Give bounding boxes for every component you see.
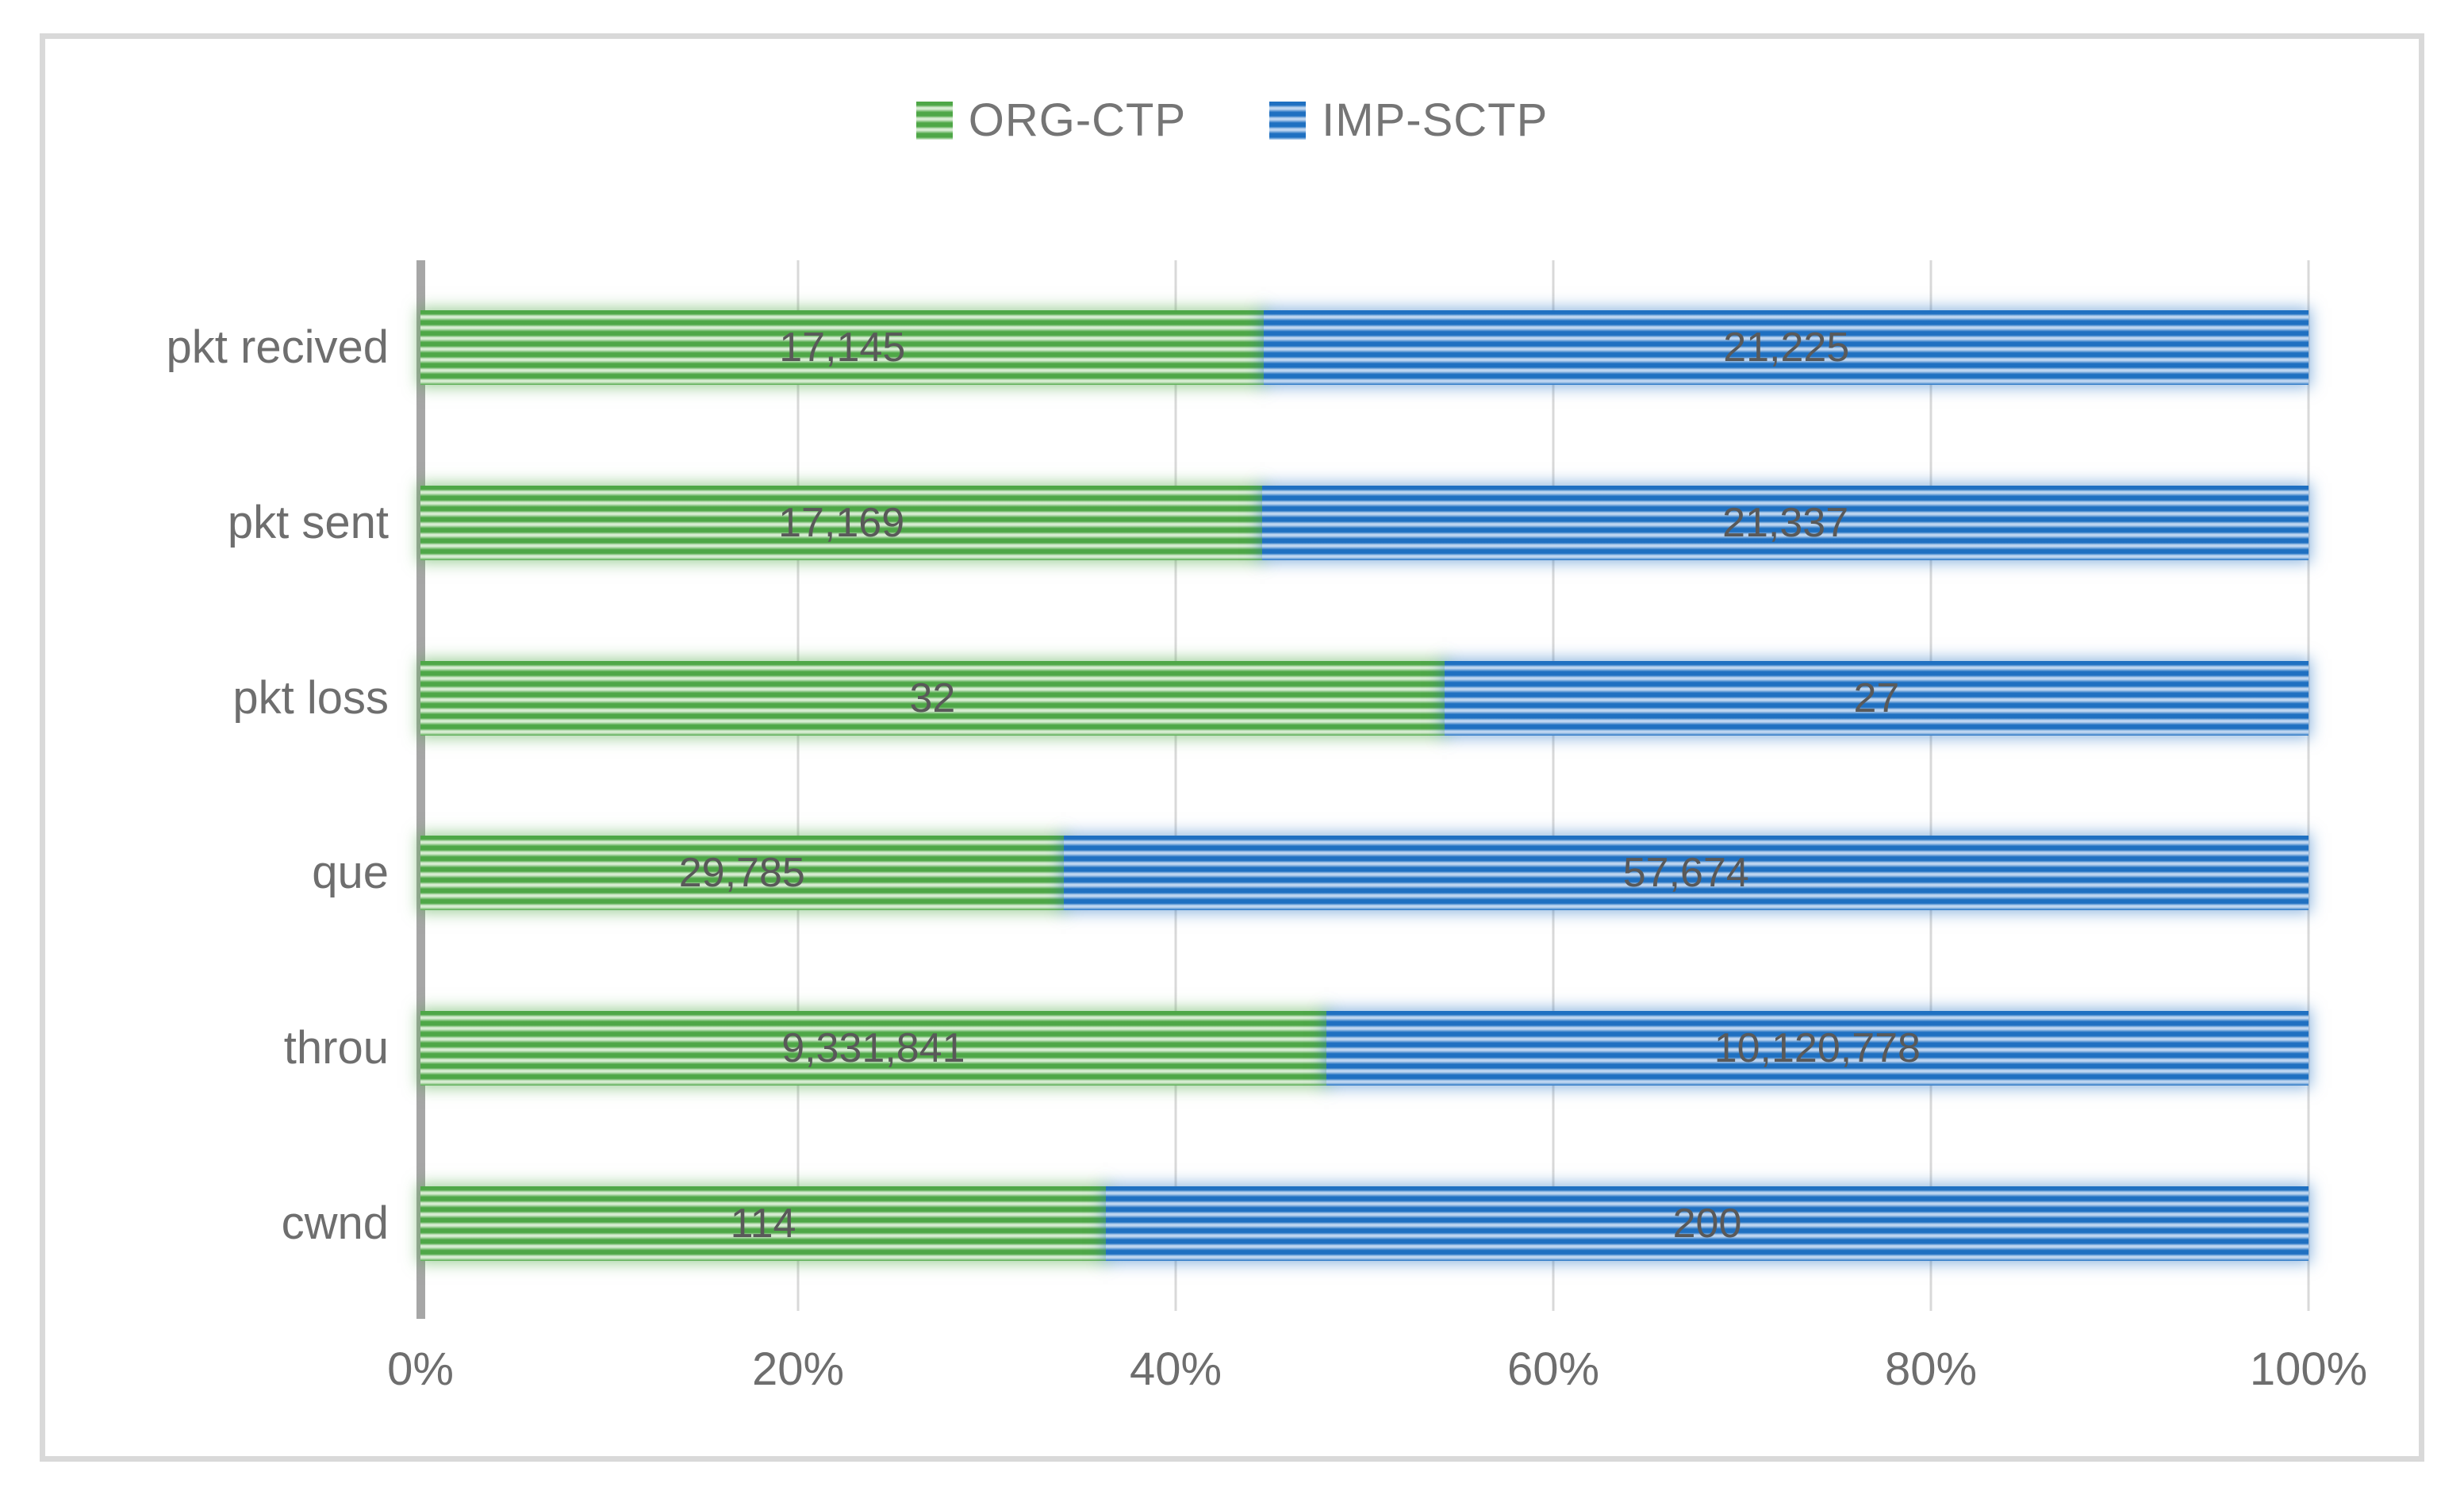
data-label: 17,169 (778, 500, 905, 546)
x-tick-label-80%: 80% (1884, 1343, 1978, 1395)
IMP-SCTP-segment-pkt-sent: 21,337 (1262, 486, 2309, 560)
legend-swatch-green-icon (915, 101, 953, 140)
category-label-pkt-sent: pkt sent (227, 497, 389, 548)
gridline-80% (1929, 260, 1932, 1311)
category-label-pkt-loss: pkt loss (232, 671, 389, 724)
ORG-CTP-segment-cwnd: 114 (420, 1186, 1107, 1261)
bar-row-pkt-recived: 17,145 21,225 (420, 310, 2309, 386)
data-label: 27 (1853, 674, 1900, 721)
data-label: 200 (1672, 1200, 1742, 1247)
legend-item-imp-sctp: IMP-SCTP (1269, 94, 1548, 147)
IMP-SCTP-segment-que: 57,674 (1063, 836, 2309, 911)
gridline-60% (1552, 260, 1555, 1311)
bar-row-cwnd: 114 200 (420, 1186, 2309, 1261)
bar-row-pkt-loss: 32 27 (420, 660, 2309, 736)
data-label: 29,785 (678, 850, 805, 897)
legend-item-org-ctp: ORG-CTP (915, 94, 1187, 147)
x-tick-label-0%: 0% (387, 1343, 454, 1395)
data-label: 17,145 (779, 325, 906, 371)
data-label: 21,225 (1723, 325, 1850, 371)
IMP-SCTP-segment-pkt-loss: 27 (1444, 660, 2309, 736)
plot-area: 17,145 21,225 17,169 21,337 32 27 29,785 57,674… (416, 260, 2310, 1319)
IMP-SCTP-segment-throu: 10,120,778 (1326, 1011, 2309, 1086)
data-label: 10,120,778 (1714, 1025, 1921, 1071)
ORG-CTP-segment-throu: 9,331,841 (420, 1011, 1326, 1086)
x-tick-label-100%: 100% (2249, 1343, 2368, 1395)
gridline-20% (796, 260, 800, 1311)
data-label: 9,331,841 (781, 1025, 965, 1071)
ORG-CTP-segment-pkt-recived: 17,145 (420, 310, 1265, 386)
category-label-que: que (312, 847, 389, 899)
gridline-40% (1174, 260, 1177, 1311)
legend-label-org-ctp: ORG-CTP (968, 94, 1187, 146)
data-label: 57,674 (1622, 850, 1749, 897)
data-label: 21,337 (1722, 500, 1849, 546)
legend-label-imp-sctp: IMP-SCTP (1322, 94, 1549, 146)
category-label-throu: throu (283, 1022, 389, 1074)
chart-legend: ORG-CTP IMP-SCTP (0, 94, 2464, 147)
ORG-CTP-segment-pkt-loss: 32 (420, 660, 1445, 736)
bar-row-throu: 9,331,841 10,120,778 (420, 1011, 2309, 1086)
bar-row-pkt-sent: 17,169 21,337 (420, 486, 2309, 560)
ORG-CTP-segment-pkt-sent: 17,169 (420, 486, 1263, 560)
IMP-SCTP-segment-pkt-recived: 21,225 (1264, 310, 2309, 386)
category-label-cwnd: cwnd (281, 1197, 389, 1249)
data-label: 114 (730, 1200, 796, 1247)
legend-swatch-blue-icon (1269, 101, 1307, 140)
ORG-CTP-segment-que: 29,785 (420, 836, 1064, 911)
gridline-100% (2307, 260, 2310, 1311)
bar-row-que: 29,785 57,674 (420, 836, 2309, 911)
x-tick-label-60%: 60% (1506, 1343, 1600, 1395)
x-tick-label-40%: 40% (1129, 1343, 1222, 1395)
x-tick-label-20%: 20% (751, 1343, 845, 1395)
category-label-pkt-recived: pkt recived (166, 321, 389, 374)
data-label: 32 (909, 674, 956, 721)
IMP-SCTP-segment-cwnd: 200 (1106, 1186, 2309, 1261)
category-axis-line (416, 260, 425, 1319)
